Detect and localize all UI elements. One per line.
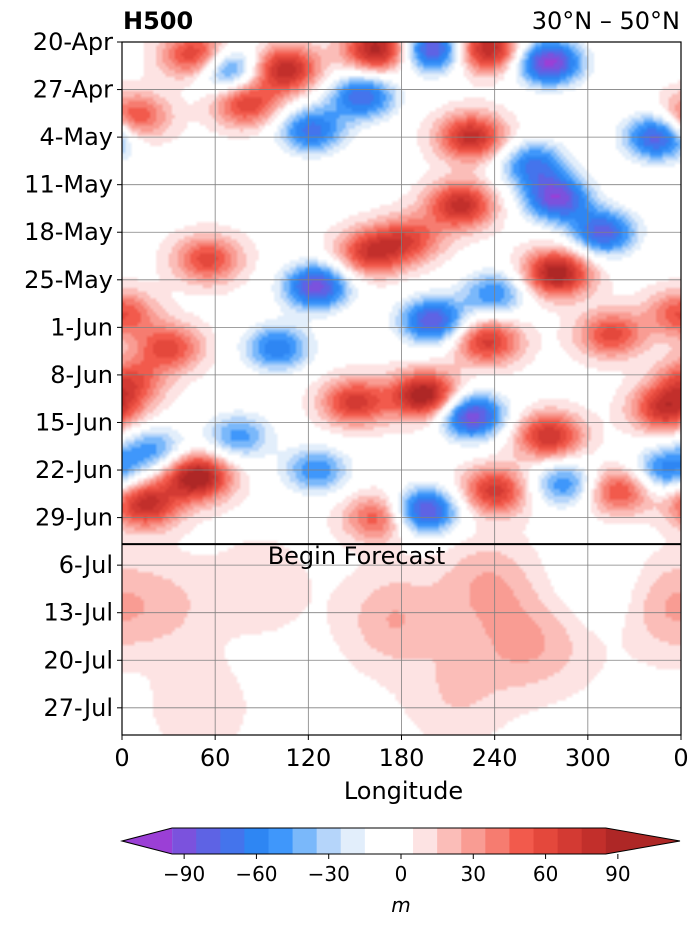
colorbar-swatch: [196, 828, 221, 854]
colorbar-swatch: [557, 828, 583, 854]
y-tick-label: 6-Jul: [59, 551, 113, 579]
y-tick-label: 4-May: [39, 123, 113, 151]
x-tick-label: 180: [379, 744, 425, 772]
colorbar-swatch: [413, 828, 438, 854]
x-tick-label: 300: [565, 744, 611, 772]
y-tick-label: 18-May: [24, 218, 113, 246]
colorbar-tick-label: 90: [605, 862, 630, 886]
colorbar-extend-high: [605, 828, 680, 854]
y-tick-label: 27-Jul: [44, 694, 114, 722]
y-tick-label: 22-Jun: [35, 456, 113, 484]
colorbar-tick-label: 30: [461, 862, 486, 886]
colorbar-swatch: [268, 828, 294, 854]
colorbar-tick-label: 0: [395, 862, 408, 886]
colorbar-swatch: [461, 828, 486, 854]
colorbar-label: m: [391, 893, 410, 917]
colorbar-tick-label: −60: [235, 862, 277, 886]
colorbar-swatch: [509, 828, 535, 854]
colorbar-tick-label: 60: [533, 862, 558, 886]
x-tick-label: 240: [472, 744, 518, 772]
forecast-label: Begin Forecast: [268, 542, 446, 570]
x-tick-label: 60: [200, 744, 231, 772]
y-tick-label: 20-Apr: [33, 28, 113, 56]
colorbar-outline: [120, 827, 681, 855]
colorbar-swatch: [172, 828, 197, 854]
y-tick-label: 15-Jun: [35, 408, 113, 436]
x-tick-label: 0: [114, 744, 129, 772]
x-tick-label: 120: [285, 744, 331, 772]
colorbar-tick-label: −90: [163, 862, 205, 886]
colorbar-swatch: [364, 828, 390, 854]
colorbar-swatch: [533, 828, 559, 854]
chart-subtitle: 30°N – 50°N: [531, 7, 680, 35]
x-tick-label: 0: [673, 744, 688, 772]
colorbar-swatch: [340, 828, 366, 854]
x-axis-label: Longitude: [344, 777, 463, 805]
y-tick-label: 20-Jul: [44, 646, 114, 674]
colorbar-swatch: [437, 828, 462, 854]
colorbar-swatch: [581, 828, 607, 854]
y-tick-label: 13-Jul: [44, 599, 114, 627]
colorbar-swatch: [485, 828, 510, 854]
y-tick-label: 27-Apr: [33, 76, 113, 104]
colorbar-swatch: [220, 828, 245, 854]
y-tick-label: 29-Jun: [35, 504, 113, 532]
y-tick-label: 11-May: [24, 171, 113, 199]
y-tick-label: 25-May: [24, 266, 113, 294]
colorbar-swatch: [244, 828, 269, 854]
colorbar-extend-low: [122, 828, 173, 854]
colorbar-tick-label: −30: [308, 862, 350, 886]
y-tick-label: 8-Jun: [50, 361, 113, 389]
chart-title: H500: [123, 7, 194, 35]
colorbar-swatch: [388, 828, 414, 854]
colorbar-swatch: [292, 828, 318, 854]
y-tick-label: 1-Jun: [50, 313, 113, 341]
colorbar-swatch: [316, 828, 342, 854]
